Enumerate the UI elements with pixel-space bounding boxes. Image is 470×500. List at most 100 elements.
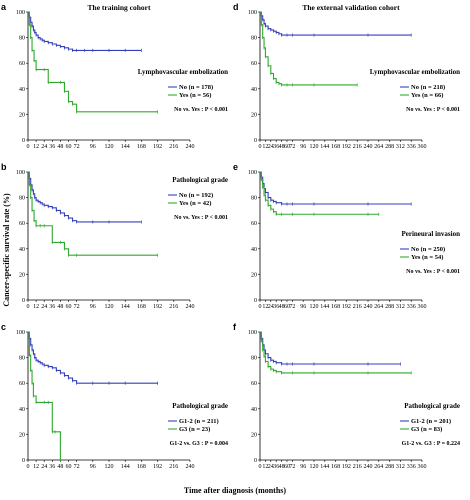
x-tick-label: 336 (407, 304, 416, 310)
survival-curve-g3 (260, 331, 412, 374)
x-tick-label: 48 (57, 304, 63, 310)
x-tick-label: 48 (57, 144, 63, 150)
legend-entry: No (n = 218) (411, 84, 445, 91)
x-tick-label: 60 (66, 144, 72, 150)
y-tick-label: 40 (19, 407, 25, 413)
y-tick-label: 40 (251, 407, 257, 413)
y-tick-label: 40 (251, 87, 257, 93)
x-tick-label: 24 (41, 464, 47, 470)
legend-entry: G1-2 (n = 201) (411, 418, 451, 425)
x-tick-label: 144 (121, 144, 130, 150)
x-tick-label: 360 (418, 464, 427, 470)
x-tick-label: 264 (374, 464, 383, 470)
y-tick-label: 100 (16, 10, 25, 16)
y-tick-label: 80 (19, 356, 25, 362)
legend-entry: Yes (n = 42) (179, 200, 211, 207)
figure-xlabel: Time after diagnosis (months) (184, 486, 286, 495)
x-tick-label: 312 (396, 304, 405, 310)
y-tick-label: 100 (16, 330, 25, 336)
y-tick-label: 0 (254, 298, 257, 304)
x-tick-label: 24 (268, 304, 274, 310)
y-tick-label: 100 (248, 330, 257, 336)
x-tick-label: 48 (279, 464, 285, 470)
x-tick-label: 192 (153, 304, 162, 310)
stat-text: G1-2 vs. G3 : P = 0.004 (170, 441, 228, 447)
x-tick-label: 120 (105, 304, 114, 310)
x-tick-label: 240 (364, 304, 373, 310)
x-tick-label: 0 (259, 144, 262, 150)
y-tick-label: 100 (248, 170, 257, 176)
x-tick-label: 0 (259, 464, 262, 470)
x-tick-label: 24 (268, 144, 274, 150)
x-tick-label: 192 (342, 144, 351, 150)
survival-curve-yes (260, 11, 358, 86)
survival-curve-g1-2 (260, 331, 401, 365)
y-tick-label: 0 (254, 138, 257, 144)
x-tick-label: 48 (279, 144, 285, 150)
survival-curve-no (260, 11, 412, 36)
x-tick-label: 288 (385, 144, 394, 150)
annotation: Lymphovascular embolization (370, 68, 460, 76)
x-tick-label: 240 (186, 304, 195, 310)
x-tick-label: 60 (66, 464, 72, 470)
x-tick-label: 96 (90, 304, 96, 310)
x-tick-label: 120 (310, 464, 319, 470)
panel-letter: c (1, 322, 6, 332)
x-tick-label: 96 (300, 144, 306, 150)
x-tick-label: 60 (284, 144, 290, 150)
x-tick-label: 0 (259, 304, 262, 310)
x-tick-label: 216 (353, 144, 362, 150)
y-tick-label: 100 (16, 170, 25, 176)
legend-entry: G3 (n = 83) (411, 426, 442, 433)
x-tick-label: 60 (284, 304, 290, 310)
x-tick-label: 144 (121, 464, 130, 470)
x-tick-label: 336 (407, 144, 416, 150)
survival-curve-no (28, 11, 142, 51)
y-tick-label: 0 (22, 138, 25, 144)
x-tick-label: 168 (331, 304, 340, 310)
x-tick-label: 192 (153, 464, 162, 470)
x-tick-label: 216 (353, 304, 362, 310)
x-tick-label: 288 (385, 304, 394, 310)
legend-entry: G3 (n = 23) (179, 426, 210, 433)
x-tick-label: 96 (300, 304, 306, 310)
y-tick-label: 40 (251, 247, 257, 253)
x-tick-label: 60 (284, 464, 290, 470)
x-tick-label: 36 (49, 304, 55, 310)
x-tick-label: 192 (342, 304, 351, 310)
x-tick-label: 240 (364, 464, 373, 470)
y-tick-label: 20 (19, 272, 25, 278)
x-tick-label: 120 (310, 304, 319, 310)
x-tick-label: 0 (27, 464, 30, 470)
survival-curve-no (260, 171, 412, 205)
x-tick-label: 36 (49, 144, 55, 150)
panel-letter: e (233, 162, 238, 172)
survival-curve-yes (260, 171, 379, 215)
y-tick-label: 60 (19, 381, 25, 387)
annotation: Perineural invasion (401, 230, 460, 238)
x-tick-label: 240 (186, 464, 195, 470)
x-tick-label: 12 (262, 304, 268, 310)
figure-ylabel: Cancer-specific survival rate (%) (2, 193, 11, 307)
x-tick-label: 0 (27, 304, 30, 310)
legend-entry: Yes (n = 66) (411, 92, 443, 99)
y-tick-label: 20 (251, 272, 257, 278)
x-tick-label: 0 (27, 144, 30, 150)
survival-curve-yes (28, 171, 158, 256)
x-tick-label: 36 (273, 304, 279, 310)
x-tick-label: 192 (342, 464, 351, 470)
x-tick-label: 216 (169, 144, 178, 150)
x-tick-label: 120 (105, 464, 114, 470)
x-tick-label: 192 (153, 144, 162, 150)
x-tick-label: 168 (331, 464, 340, 470)
x-tick-label: 216 (169, 304, 178, 310)
x-tick-label: 240 (186, 144, 195, 150)
stat-text: G1-2 vs. G3 : P = 0.224 (402, 441, 460, 447)
x-tick-label: 96 (90, 464, 96, 470)
x-tick-label: 72 (289, 144, 295, 150)
